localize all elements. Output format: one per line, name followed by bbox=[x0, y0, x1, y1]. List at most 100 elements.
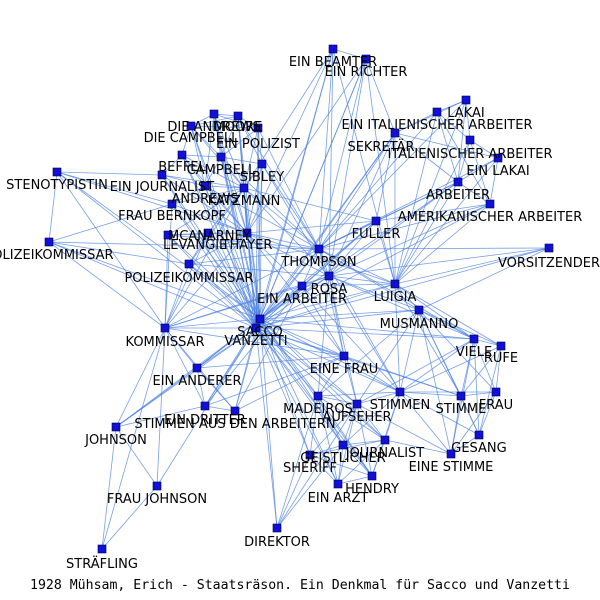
node-stimmen-aus-den-arbeitern bbox=[230, 406, 240, 416]
edge-polizeikommissar-a-kommissar bbox=[48, 241, 166, 329]
edge-vanzetti-stimmen bbox=[255, 327, 401, 393]
node-thayer bbox=[242, 228, 252, 238]
edge-rufe-stimme bbox=[460, 345, 502, 397]
edge-fuller-thayer bbox=[246, 220, 377, 234]
edge-ein-arbeiter-stimmen bbox=[301, 285, 401, 393]
edge-thayer-vanzetti bbox=[246, 232, 257, 329]
node-andrews bbox=[200, 181, 210, 191]
node-ein-journalist bbox=[157, 170, 167, 180]
node-label-ein-beamter: EIN BEAMTER bbox=[289, 55, 377, 70]
node-musmanno bbox=[414, 305, 424, 315]
edge-stimmen-geistlicher bbox=[342, 391, 401, 446]
edge-madeiros-journalist bbox=[317, 395, 386, 441]
edge-ein-beamter-ein-richter bbox=[332, 48, 367, 60]
node-label-ein-italienischer-arbeiter: EIN ITALIENISCHER ARBEITER bbox=[342, 118, 533, 133]
edge-madeiros-ein-arzt bbox=[317, 395, 339, 485]
node-sheriff bbox=[305, 450, 315, 460]
edge-moore-thompson bbox=[237, 115, 320, 250]
edge-stenotypistin-thayer bbox=[56, 171, 248, 234]
edge-andrews-sacco bbox=[204, 185, 261, 320]
edge-journalist-geistlicher bbox=[342, 439, 386, 446]
edge-journalist-ein-arzt bbox=[337, 439, 386, 485]
edge-thompson-rosa bbox=[318, 248, 330, 277]
node-stenotypistin bbox=[52, 167, 62, 177]
edge-italienischer-arbeiter-arbeiter bbox=[457, 139, 471, 183]
edge-sheriff-hendry bbox=[309, 454, 373, 477]
node-label-lakai: LAKAI bbox=[447, 106, 484, 121]
node-label-stenotypistin: STENOTYPISTIN bbox=[6, 178, 108, 193]
edge-eine-frau-madeiros bbox=[317, 355, 345, 397]
edge-andrews-katzmann bbox=[204, 185, 245, 189]
edge-ein-dritter-johnson bbox=[115, 405, 206, 428]
node-label-gesang: GESANG bbox=[451, 441, 506, 456]
edge-ein-arbeiter-stimmen-aus-den-arbeitern bbox=[234, 285, 303, 412]
node-eine-frau bbox=[339, 351, 349, 361]
node-label-musmanno: MUSMANNO bbox=[380, 317, 459, 332]
node-katzmann bbox=[239, 183, 249, 193]
edge-hendry-ein-arzt bbox=[337, 475, 373, 485]
edge-viele-stimmen bbox=[399, 338, 475, 393]
node-label-katzmann: KATZMANN bbox=[208, 194, 281, 209]
edge-ein-beamter-luigia bbox=[332, 48, 396, 285]
node-label-thompson: THOMPSON bbox=[280, 255, 356, 270]
node-ein-italienischer-arbeiter bbox=[432, 107, 442, 117]
edge-kommissar-strafling bbox=[101, 327, 166, 550]
node-label-italienischer-arbeiter: ITALIENISCHER ARBEITER bbox=[387, 147, 552, 162]
edge-campbell-andrews bbox=[204, 156, 222, 187]
figure-caption: 1928 Mühsam, Erich - Staatsräson. Ein De… bbox=[30, 578, 570, 593]
edge-aufseher-journalist bbox=[356, 403, 386, 441]
edge-thayer-polizeikommissar-b bbox=[188, 232, 248, 265]
edge-luigia-rufe bbox=[394, 283, 502, 347]
edge-ein-anderer-ein-dritter bbox=[196, 367, 206, 407]
edge-rosa-luigia bbox=[328, 275, 396, 285]
edge-katzmann-thompson bbox=[243, 187, 320, 250]
node-label-ein-journalist: EIN JOURNALIST bbox=[110, 180, 214, 195]
edge-fuller-thompson bbox=[318, 220, 377, 250]
node-ein-arbeiter bbox=[297, 281, 307, 291]
node-stimme bbox=[456, 391, 466, 401]
edge-arbeiter-sacco bbox=[259, 181, 459, 320]
edge-thayer-rosa bbox=[246, 232, 330, 277]
node-label-fuller: FULLER bbox=[352, 227, 401, 242]
edge-frau-bernkopf-polizeikommissar-a bbox=[48, 203, 173, 243]
edge-luigia-ein-arbeiter bbox=[301, 283, 396, 287]
edge-ein-lakai-arbeiter bbox=[457, 157, 499, 183]
edge-sacco-viele bbox=[259, 318, 475, 340]
edge-arbeiter-fuller bbox=[375, 181, 459, 222]
node-label-direktor: DIREKTOR bbox=[244, 535, 310, 550]
node-label-journalist: JOURNALIST bbox=[345, 446, 425, 461]
edge-thompson-kommissar bbox=[164, 248, 320, 329]
node-label-vorsitzender: VORSITZENDER bbox=[498, 256, 600, 271]
edge-luigia-sacco bbox=[259, 283, 396, 320]
node-eine-stimme bbox=[446, 449, 456, 459]
edge-rosa-vanzetti bbox=[255, 275, 330, 329]
edge-ein-italienischer-arbeiter-italienischer-arbeiter bbox=[436, 111, 471, 141]
node-italienischer-arbeiter bbox=[465, 135, 475, 145]
edge-madeiros-geistlicher bbox=[317, 395, 344, 446]
node-label-die-campbell: DIE CAMPBELL bbox=[144, 131, 240, 146]
edge-ein-italienischer-arbeiter-amerikanischer-arbeiter bbox=[436, 111, 491, 205]
edge-polizeikommissar-a-vanzetti bbox=[48, 241, 257, 329]
edge-thompson-sacco bbox=[259, 248, 320, 320]
node-thompson bbox=[314, 244, 324, 254]
edge-ein-richter-thompson bbox=[318, 58, 367, 250]
edge-sekretar-thompson bbox=[318, 132, 396, 250]
node-layer bbox=[44, 44, 554, 554]
node-label-johnson: JOHNSON bbox=[84, 433, 147, 448]
node-rosa bbox=[324, 271, 334, 281]
edge-andrews-vanzetti bbox=[204, 185, 257, 329]
edge-ein-arbeiter-kommissar bbox=[164, 285, 303, 329]
edge-ein-journalist-katzmann bbox=[161, 174, 245, 189]
edge-journalist-sheriff bbox=[309, 439, 386, 456]
node-sacco bbox=[255, 314, 265, 324]
node-frau-bernkopf bbox=[167, 199, 177, 209]
node-luigia bbox=[390, 279, 400, 289]
node-ein-richter bbox=[361, 54, 371, 64]
node-label-aufseher: AUFSEHER bbox=[322, 410, 391, 425]
node-label-ein-arzt: EIN ARZT bbox=[308, 491, 369, 506]
edge-eine-frau-stimmen-aus-den-arbeitern bbox=[234, 355, 345, 412]
edge-rufe-gesang bbox=[478, 345, 502, 436]
edge-campbell-katzmann bbox=[220, 156, 245, 189]
edge-lakai-italienischer-arbeiter bbox=[465, 99, 471, 141]
node-frau-johnson bbox=[152, 481, 162, 491]
